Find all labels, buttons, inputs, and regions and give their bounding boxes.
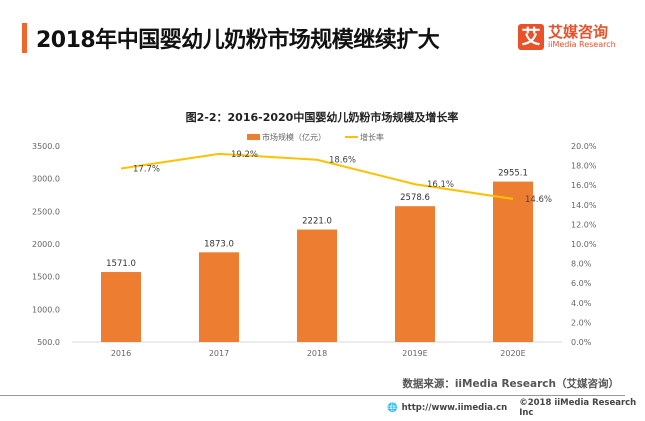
logo-cn: 艾媒咨询	[548, 22, 609, 41]
legend-swatch-bar	[247, 134, 260, 140]
line-label: 16.1%	[427, 180, 454, 190]
bar	[101, 272, 141, 342]
right-axis-tick: 2.0%	[571, 318, 592, 327]
footer: 🌐 http://www.iimedia.cn ©2018 iiMedia Re…	[387, 398, 645, 418]
right-axis-tick: 4.0%	[571, 299, 592, 308]
left-axis-tick: 1500.0	[32, 273, 60, 282]
left-axis-tick: 3500.0	[32, 142, 60, 151]
right-axis-tick: 12.0%	[571, 220, 597, 229]
x-axis-tick: 2018	[307, 349, 327, 358]
right-axis-tick: 20.0%	[571, 142, 597, 151]
logo: 艾 艾媒咨询 iiMedia Research	[518, 24, 616, 50]
left-axis-tick: 1000.0	[32, 305, 60, 314]
website-link[interactable]: http://www.iimedia.cn	[401, 403, 508, 413]
line-label: 17.7%	[133, 165, 160, 175]
legend-label-line: 增长率	[360, 132, 384, 142]
line-label: 18.6%	[329, 156, 356, 166]
right-axis-tick: 8.0%	[571, 260, 592, 269]
legend-label-bar: 市场规模（亿元）	[262, 132, 326, 142]
right-axis-tick: 16.0%	[571, 181, 597, 190]
bar-label: 1873.0	[204, 239, 234, 249]
logo-mark: 艾	[518, 24, 544, 50]
globe-icon: 🌐	[387, 403, 398, 413]
page-title: 2018年中国婴幼儿奶粉市场规模继续扩大	[36, 28, 440, 53]
left-axis-tick: 2000.0	[32, 240, 60, 249]
right-axis-tick: 10.0%	[571, 240, 597, 249]
line-label: 14.6%	[525, 195, 552, 205]
footer-divider	[0, 395, 625, 396]
x-axis-tick: 2016	[111, 349, 131, 358]
right-axis-tick: 6.0%	[571, 279, 592, 288]
bar	[395, 206, 435, 342]
bar-label: 1571.0	[106, 259, 136, 269]
growth-rate-line	[120, 152, 514, 200]
bar-label: 2578.6	[400, 193, 430, 203]
chart-title: 图2-2：2016-2020中国婴幼儿奶粉市场规模及增长率	[186, 110, 459, 124]
data-source: 数据来源：iiMedia Research（艾媒咨询）	[402, 378, 619, 390]
bar-label: 2221.0	[302, 217, 332, 227]
x-axis-tick: 2020E	[500, 349, 525, 358]
bar	[297, 229, 337, 342]
bar	[199, 252, 239, 342]
left-axis-tick: 500.0	[37, 338, 60, 347]
left-axis-tick: 3000.0	[32, 175, 60, 184]
title-accent-bar	[22, 23, 27, 53]
right-axis-tick: 14.0%	[571, 201, 597, 210]
x-axis-tick: 2017	[209, 349, 229, 358]
right-axis-tick: 18.0%	[571, 162, 597, 171]
bar	[493, 181, 533, 342]
left-axis-tick: 2500.0	[32, 207, 60, 216]
x-axis-tick: 2019E	[402, 349, 427, 358]
bar-label: 2955.1	[498, 169, 528, 179]
right-axis-tick: 0.0%	[571, 338, 592, 347]
copyright: ©2018 iiMedia Research Inc	[519, 398, 637, 418]
line-label: 19.2%	[231, 150, 258, 160]
logo-en: iiMedia Research	[548, 39, 616, 49]
